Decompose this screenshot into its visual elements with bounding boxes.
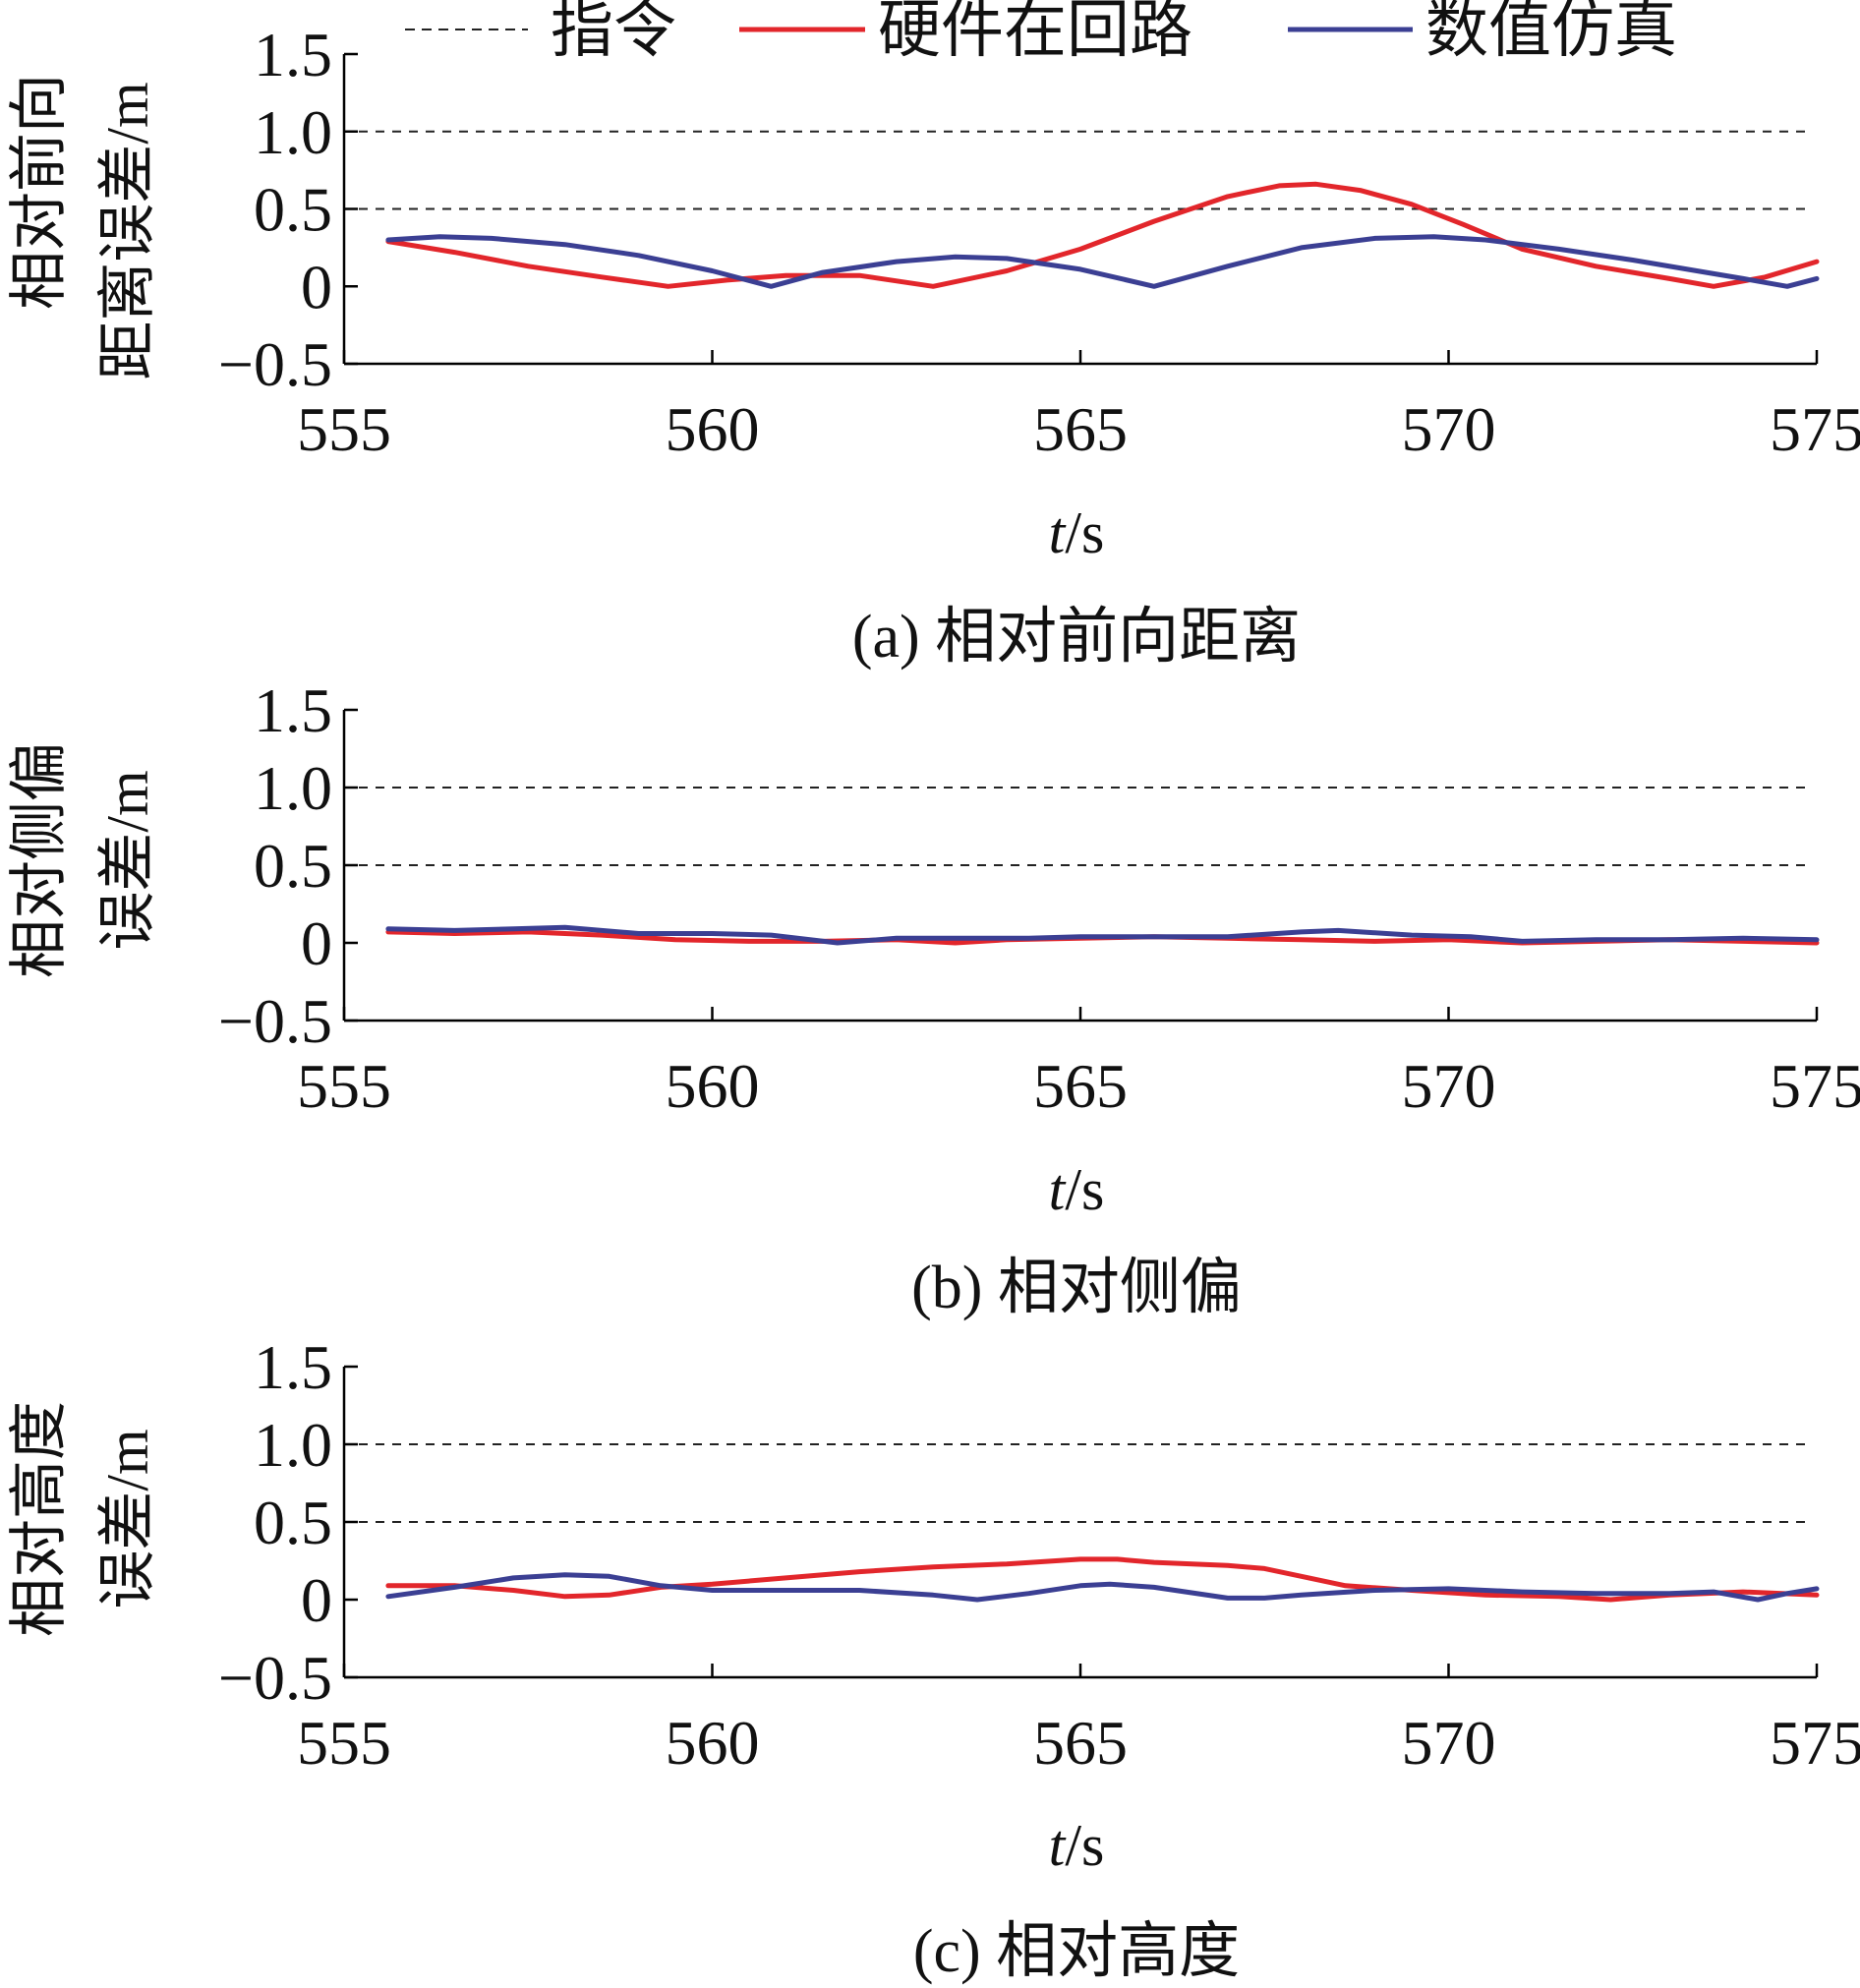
panel-b-caption: (b) 相对侧偏 xyxy=(911,1255,1242,1321)
panel-c-xtick-label: 575 xyxy=(1770,1708,1860,1778)
panel-c-caption: (c) 相对高度 xyxy=(913,1918,1240,1985)
panel-a-ylabel-line2: 距离误差/m xyxy=(95,82,160,380)
panel-c-ytick-label: 1.0 xyxy=(254,1410,332,1480)
panel-b-xtick-label: 565 xyxy=(1033,1051,1128,1121)
panel-b-ytick-label: 0 xyxy=(301,908,332,978)
panel-a-xlabel-var: t xyxy=(1049,500,1067,565)
panel-a-xtick-label: 570 xyxy=(1402,394,1496,464)
panel-c-xtick-label: 555 xyxy=(297,1708,391,1778)
panel-c-series-sim xyxy=(385,1572,1820,1603)
legend-command-label: 指令 xyxy=(551,0,676,65)
panel-a-plot: −0.500.5 1.0 1.5 555 560 565 570 575 xyxy=(218,20,1860,464)
panel-a-ytick-label: 1.5 xyxy=(254,20,332,89)
panel-b-ytick-label: 1.0 xyxy=(254,753,332,823)
panel-c-ytick-label: 0 xyxy=(301,1565,332,1635)
panel-a-xtick-label: 555 xyxy=(297,394,391,464)
panel-a-ylabel: 相对前向 距离误差/m xyxy=(7,74,160,380)
panel-a-ytick-label: −0.5 xyxy=(218,329,332,399)
panel-c-xlabel-unit: /s xyxy=(1065,1813,1104,1878)
panel-b-ytick-label: 1.5 xyxy=(254,675,332,745)
panel-b-series-sim xyxy=(385,924,1820,946)
panel-c-ytick-label: 0.5 xyxy=(254,1488,332,1557)
panel-c-ytick-label: 1.5 xyxy=(254,1332,332,1402)
panel-c-xlabel: t/s xyxy=(1049,1813,1105,1878)
panel-c-ytick-label: −0.5 xyxy=(218,1643,332,1713)
panel-c-ylabel-line1: 相对高度 xyxy=(7,1401,72,1637)
panel-b-ytick-label: 0.5 xyxy=(254,831,332,901)
panel-a-xtick-label: 560 xyxy=(666,394,760,464)
panel-c-ylabel-line2: 误差/m xyxy=(95,1429,160,1608)
legend-sim-label: 数值仿真 xyxy=(1425,0,1677,65)
panel-b-plot: −0.5 00.5 1.0 1.5 555 560 565 570 575 xyxy=(218,675,1860,1121)
panel-b-xlabel: t/s xyxy=(1049,1157,1105,1222)
panel-c-xlabel-var: t xyxy=(1049,1813,1067,1878)
panel-a-ytick-label: 1.0 xyxy=(254,97,332,167)
legend-hil-label: 硬件在回路 xyxy=(878,0,1192,65)
panel-b-xtick-label: 555 xyxy=(297,1051,391,1121)
panel-b-ylabel: 相对侧偏 误差/m xyxy=(7,742,160,978)
panel-a-series-hil xyxy=(385,181,1820,289)
panel-b-xlabel-unit: /s xyxy=(1065,1157,1104,1222)
panel-a-xtick-label: 575 xyxy=(1770,394,1860,464)
panel-a-caption: (a) 相对前向距离 xyxy=(852,604,1301,671)
panel-b-xtick-label: 575 xyxy=(1770,1051,1860,1121)
panel-a-ylabel-line1: 相对前向 xyxy=(7,74,72,310)
panel-b-ylabel-line1: 相对侧偏 xyxy=(7,742,72,978)
panel-a-xtick-label: 565 xyxy=(1033,394,1128,464)
panel-a-ytick-label: 0.5 xyxy=(254,175,332,245)
panel-b-xtick-label: 560 xyxy=(666,1051,760,1121)
panel-a-ytick-label: 0 xyxy=(301,252,332,322)
panel-c-xtick-label: 560 xyxy=(666,1708,760,1778)
panel-a-xlabel: t/s xyxy=(1049,500,1105,565)
legend: 指令 硬件在回路 数值仿真 xyxy=(405,0,1677,65)
panel-a-xlabel-unit: /s xyxy=(1065,500,1104,565)
panel-c-xtick-label: 565 xyxy=(1033,1708,1128,1778)
panel-b-ytick-label: −0.5 xyxy=(218,986,332,1056)
panel-c-xtick-label: 570 xyxy=(1402,1708,1496,1778)
panel-c-ylabel: 相对高度 误差/m xyxy=(7,1401,160,1637)
panel-a: 相对前向 距离误差/m −0.500.5 1.0 1.5 555 560 565 570 57… xyxy=(7,20,1860,671)
panel-c-series-hil xyxy=(385,1556,1820,1603)
panel-c-plot: −0.5 0 0.5 1.0 1.5 555 560 565 570 575 xyxy=(218,1332,1860,1778)
panel-b-xtick-label: 570 xyxy=(1402,1051,1496,1121)
panel-a-series-sim xyxy=(385,234,1820,289)
panel-b-xlabel-var: t xyxy=(1049,1157,1067,1222)
panel-b-ylabel-line2: 误差/m xyxy=(95,770,160,950)
